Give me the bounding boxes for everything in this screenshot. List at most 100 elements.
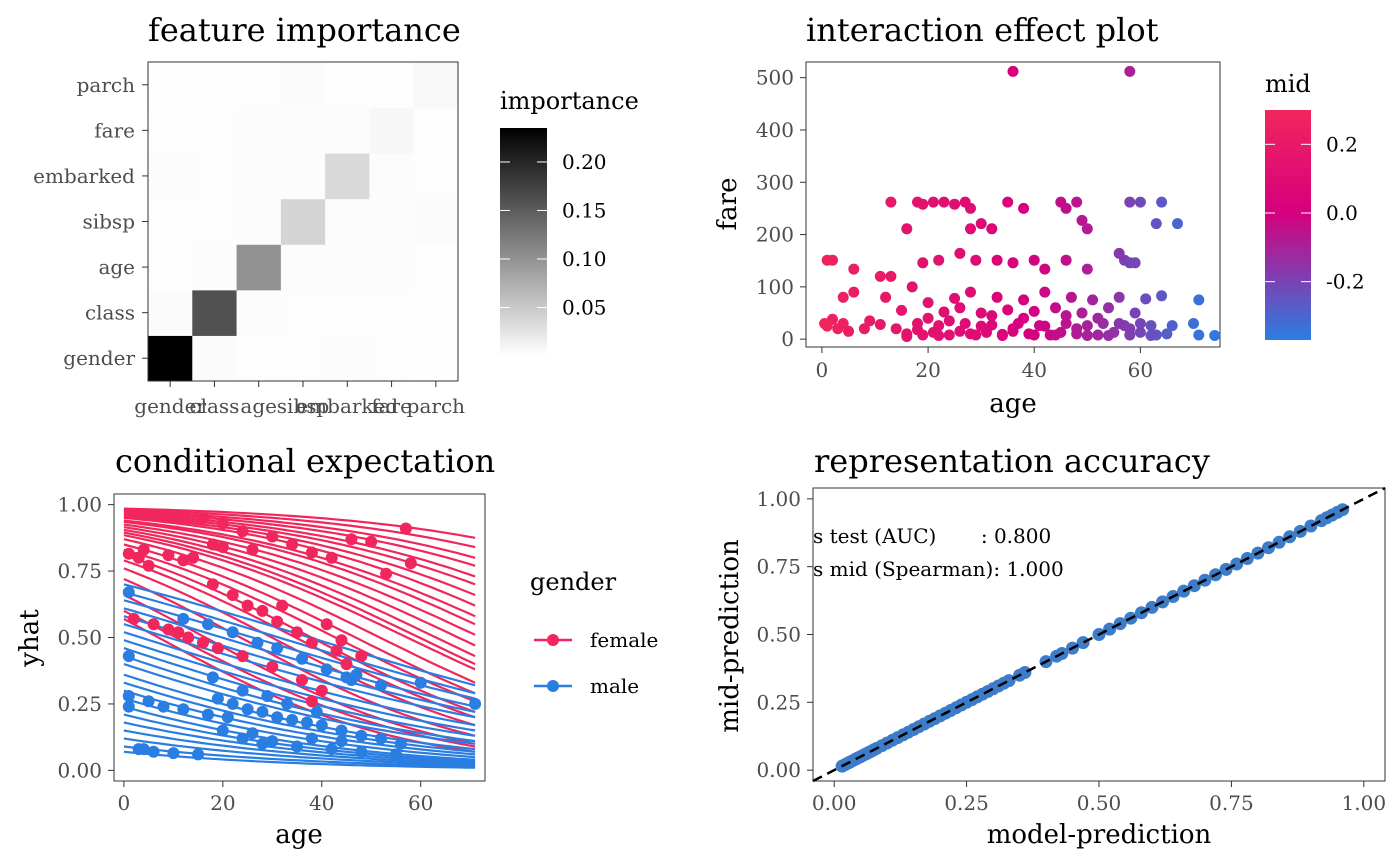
y-tick-label: class [85,301,135,325]
y-tick-label: 1.00 [57,493,102,517]
ice-point-female [256,604,269,617]
scatter-point [858,323,870,335]
heatmap-cell [325,335,370,382]
scatter-point [991,291,1003,303]
y-axis-label: mid-prediction [715,539,745,733]
scatter-point [927,196,939,208]
scatter-point [1092,329,1104,341]
ice-curve-female [123,528,476,658]
legend-entry-label: male [590,674,639,698]
panel-title: interaction effect plot [806,11,1159,49]
ice-point-male [350,668,363,681]
y-tick-label: sibsp [82,210,135,234]
heatmap-cell [280,244,326,291]
scatter-point [1166,320,1178,332]
ice-point-male [286,713,299,726]
y-tick-label: 0.50 [756,623,801,647]
legend-title: importance [500,87,639,115]
heatmap-cell [236,153,282,200]
y-tick-label: 0.75 [756,555,801,579]
ice-point-male [211,692,224,705]
scatter-point [986,223,998,235]
ice-point-male [142,695,155,708]
panel-title: feature importance [148,11,461,49]
scatter-point [880,291,892,303]
heatmap-cell [192,289,238,336]
y-tick-label: age [98,255,135,279]
scatter-point [1028,305,1040,317]
x-tick-label: 0 [816,358,829,382]
ice-point-male [261,690,274,702]
scatter-point [917,198,929,210]
scatter-point [1103,330,1114,341]
legend-key-marker [547,680,559,692]
scatter-point [827,254,838,266]
legend-tick-label: 0.05 [562,295,607,319]
scatter-point [1065,291,1077,303]
ice-point-male [335,735,348,748]
ice-point-female [187,551,200,564]
scatter-point [1007,323,1019,335]
scatter-point [1150,218,1162,230]
scatter-point [965,286,976,298]
scatter-point [1161,328,1173,340]
ice-point-male [251,636,264,649]
heatmap-cell [369,244,415,291]
ice-point-female [172,626,185,639]
scatter-point [975,218,987,230]
heatmap-cell [192,198,238,245]
ice-point-male [122,650,135,663]
ice-point-male [157,700,170,713]
ice-point-male [226,697,239,710]
ice-point-male [256,737,269,750]
ice-point-female [211,642,224,655]
scatter-point [1002,674,1016,688]
scatter-point [1039,263,1051,275]
ice-curve-female [123,520,476,626]
ice-curve-male [123,673,476,751]
reference-line [812,486,1386,783]
x-tick-label: 0.25 [944,791,989,815]
heatmap-cell [236,244,282,291]
scatter-point [1145,320,1157,332]
scatter-point [933,330,945,341]
y-tick-label: 0.25 [57,692,102,716]
ice-point-female [266,530,279,543]
annotation-spearman: s mid (Spearman): 1.000 [813,557,1064,581]
scatter-point [901,223,913,235]
ice-point-female [206,578,219,591]
ice-point-male [246,727,259,740]
legend-entry-label: female [590,628,658,652]
heatmap-cell [236,107,282,154]
heatmap-cell [148,244,193,291]
ice-curve-male [123,591,476,695]
ice-point-male [335,724,348,737]
legend-tick-label: -0.2 [1326,270,1365,294]
ice-curve-male [123,639,476,732]
ice-point-male [271,711,284,724]
y-tick-label: 0 [781,327,794,351]
scatter-point [1081,320,1093,332]
heatmap-cell [369,62,415,109]
heatmap-cell [236,289,282,336]
heatmap-cell [325,289,370,336]
conditional-expectation-panel: conditional expectation 0 20 40 60 0.00 0.25 0… [15,442,658,850]
y-tick-label: 100 [756,275,794,299]
x-tick-label: gender [134,394,206,418]
scatter-point [975,307,987,319]
scatter-point [965,328,976,340]
heatmap-cell [148,153,193,200]
ice-point-male [310,705,323,718]
ice-point-male [296,652,308,665]
ice-point-female [216,517,229,530]
heatmap-cell [413,244,459,291]
ice-curve-female [123,519,476,618]
ice-point-female [335,634,348,647]
ice-curve-female [123,559,476,719]
ice-point-male [291,740,303,753]
heatmap-cell [325,198,370,245]
ice-point-female [305,546,318,559]
scatter-point [917,257,929,269]
x-tick-label: 1.00 [1342,791,1387,815]
x-axis-label: age [275,820,323,850]
